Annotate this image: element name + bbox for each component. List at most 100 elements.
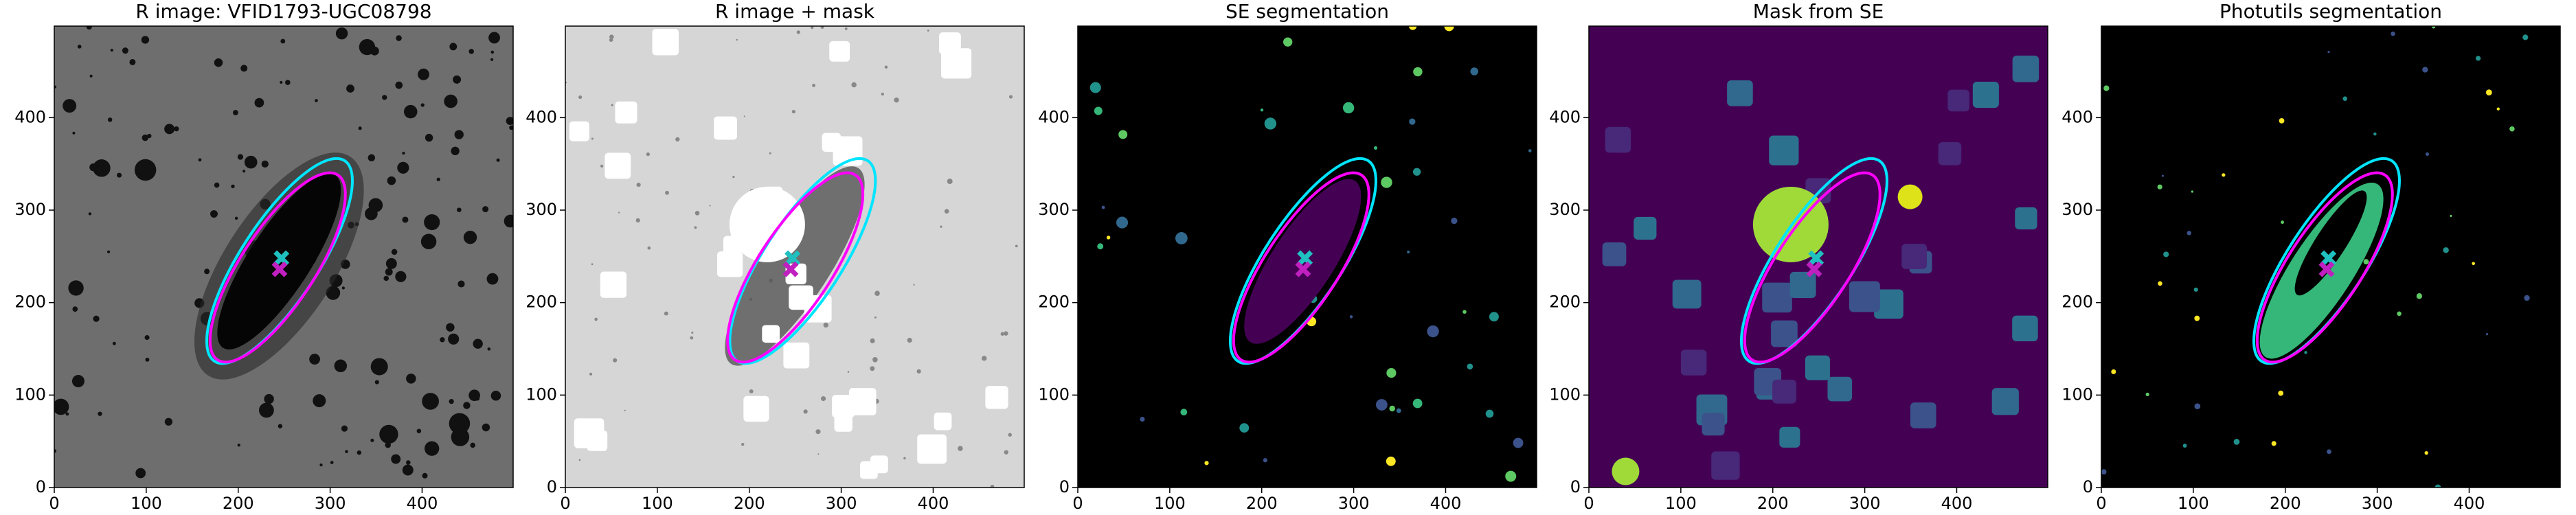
star (93, 315, 100, 322)
segment (1412, 398, 1423, 409)
star (402, 152, 405, 155)
star (358, 126, 362, 130)
mask-box (1711, 451, 1740, 480)
y-tick-label: 100 (1038, 385, 1070, 404)
segment (1413, 67, 1423, 77)
segment (2432, 26, 2436, 29)
star (749, 389, 754, 393)
segment (2443, 247, 2449, 253)
segment (1089, 82, 1101, 93)
mask-box (941, 48, 972, 79)
star (874, 290, 880, 296)
axes-frame (1077, 25, 1537, 488)
y-tick-label: 100 (2061, 385, 2093, 404)
segment (1485, 409, 1494, 418)
star (68, 280, 84, 296)
mask-box (652, 28, 679, 56)
segment (1451, 218, 1458, 225)
star (982, 356, 987, 361)
star (144, 334, 150, 341)
star (1004, 450, 1008, 455)
x-tick-label: 300 (1849, 494, 1881, 513)
star (370, 438, 374, 442)
star (594, 317, 598, 321)
mask-box (1910, 402, 1936, 428)
star (374, 363, 379, 367)
star (374, 380, 379, 385)
mask-box (848, 388, 877, 415)
mask-box (605, 152, 631, 179)
star (382, 95, 387, 100)
x-tick-label: 0 (49, 494, 59, 513)
segment (1175, 232, 1188, 244)
mask-box (1772, 379, 1796, 404)
segment (2524, 295, 2530, 301)
star (145, 357, 150, 362)
star (851, 82, 857, 88)
star (609, 34, 614, 40)
mask-box (714, 116, 738, 140)
center-marker (782, 261, 799, 277)
star (129, 59, 136, 65)
star (341, 425, 348, 432)
star (578, 459, 581, 461)
mask-box (789, 285, 813, 310)
image-area (2101, 26, 2560, 488)
star (815, 429, 821, 435)
y-tick-label: 400 (1038, 107, 1070, 126)
mask-circle (1612, 457, 1640, 485)
mask-box (1769, 135, 1799, 165)
star (261, 160, 269, 168)
star (387, 176, 396, 185)
star (504, 214, 513, 228)
segment (2191, 190, 2194, 193)
star (741, 442, 745, 446)
mask-box (822, 133, 841, 152)
mask-box (1827, 376, 1853, 402)
segment (1118, 130, 1128, 139)
segment (1376, 399, 1388, 411)
segment (2101, 469, 2107, 475)
segment (1101, 205, 1105, 209)
star (72, 131, 76, 135)
y-tick-label: 400 (526, 107, 557, 126)
star (396, 35, 402, 41)
star (624, 409, 626, 411)
segment (1239, 423, 1250, 433)
star (110, 49, 113, 52)
segment (2163, 251, 2169, 258)
star (112, 341, 116, 345)
image-area (1078, 26, 1537, 488)
star (736, 38, 738, 41)
segment (1407, 250, 1410, 254)
segment (1264, 117, 1277, 130)
star (694, 211, 700, 216)
mask-box (1901, 244, 1928, 269)
y-tick-label: 300 (1549, 200, 1581, 219)
y-tick-label: 100 (526, 385, 557, 404)
star (420, 233, 437, 250)
star (107, 117, 113, 122)
mask-box (743, 396, 769, 422)
star (210, 210, 218, 218)
star (422, 472, 428, 479)
segment (1427, 325, 1439, 338)
star (1008, 95, 1013, 99)
center-marker (1297, 250, 1313, 266)
star (456, 207, 462, 212)
star (874, 316, 877, 319)
segment (1389, 405, 1395, 412)
y-tick-label: 200 (2061, 293, 2093, 312)
star (309, 354, 320, 365)
star (613, 358, 618, 363)
star (280, 80, 283, 84)
star (424, 214, 440, 231)
star (65, 412, 69, 416)
star (482, 206, 489, 213)
star (589, 372, 593, 376)
segment (2363, 259, 2369, 265)
segment (1140, 417, 1145, 422)
mask-box (2015, 207, 2037, 230)
star (397, 161, 409, 174)
mask-box (569, 121, 589, 141)
